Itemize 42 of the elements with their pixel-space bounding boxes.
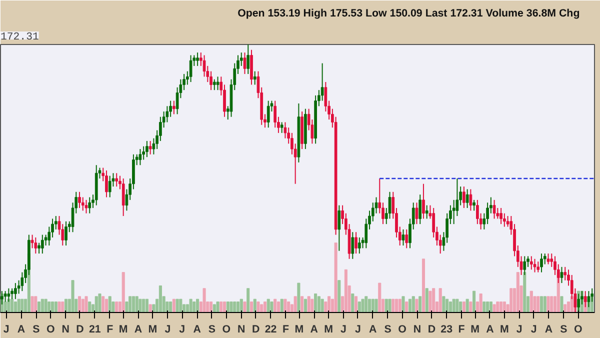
x-tick-label: J bbox=[3, 324, 10, 336]
x-tick-label: O bbox=[46, 324, 55, 336]
x-tick-label: F bbox=[106, 324, 114, 336]
x-tick-label: F bbox=[282, 324, 290, 336]
x-tick-label: D bbox=[76, 324, 84, 336]
x-tick-label: O bbox=[398, 324, 406, 336]
x-tick-label: O bbox=[574, 324, 582, 336]
x-tick-label: J bbox=[354, 324, 361, 336]
x-tick-label: M bbox=[470, 324, 480, 336]
x-tick-label: J bbox=[530, 324, 537, 336]
x-tick-label: M bbox=[500, 324, 509, 336]
x-tick-label: M bbox=[324, 324, 334, 336]
text: 172.31 bbox=[0, 32, 39, 44]
x-tick-label: N bbox=[62, 324, 70, 336]
x-tick-label: A bbox=[544, 324, 553, 336]
x-tick-label: A bbox=[369, 324, 378, 336]
x-tick-label: S bbox=[384, 324, 392, 336]
x-tick-label: A bbox=[310, 324, 318, 336]
x-tick-label: 23 bbox=[440, 324, 453, 336]
x-tick-label: M bbox=[148, 324, 158, 336]
x-tick-label: J bbox=[179, 324, 186, 336]
x-tick-label: A bbox=[486, 324, 494, 336]
x-tick-label: A bbox=[17, 324, 26, 336]
x-tick-label: 21 bbox=[88, 324, 101, 336]
text: Open 153.19 High 175.53 Low 150.09 Last 172.31 Volume 36.8M Chg bbox=[238, 8, 580, 20]
x-tick-label: 22 bbox=[264, 324, 277, 336]
x-tick-label: N bbox=[413, 324, 422, 336]
x-tick-label: N bbox=[238, 324, 246, 336]
x-tick-label: D bbox=[252, 324, 260, 336]
x-tick-label: M bbox=[118, 324, 128, 336]
x-tick-label: S bbox=[32, 324, 40, 336]
x-tick-label: M bbox=[294, 324, 304, 336]
x-tick-label: F bbox=[458, 324, 466, 336]
x-tick-label: A bbox=[134, 324, 142, 336]
x-tick-label: S bbox=[560, 324, 568, 336]
x-tick-label: J bbox=[164, 324, 171, 336]
x-tick-label: A bbox=[193, 324, 202, 336]
x-tick-label: S bbox=[208, 324, 216, 336]
x-tick-label: O bbox=[222, 324, 231, 336]
x-tick-label: J bbox=[340, 324, 347, 336]
x-tick-label: J bbox=[516, 324, 522, 336]
x-tick-label: D bbox=[428, 324, 436, 336]
